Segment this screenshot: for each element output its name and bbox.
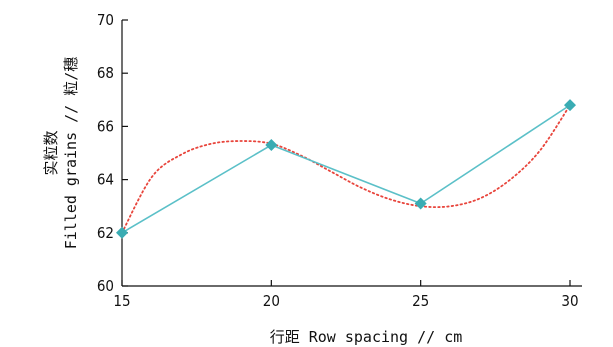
- series-layer: [116, 99, 576, 239]
- y-axis-ticks: 60 62 64 66 68 70: [97, 11, 128, 295]
- y-axis-title-chinese: 实粒数: [42, 130, 60, 175]
- x-tick-label: 30: [561, 292, 578, 310]
- x-tick-label: 20: [263, 292, 280, 310]
- data-point-marker: [265, 139, 278, 152]
- x-tick-label: 15: [113, 292, 130, 310]
- x-axis-title: 行距 Row spacing // cm: [270, 328, 463, 346]
- fit-curve-line: [121, 104, 571, 234]
- x-tick-label: 25: [412, 292, 429, 310]
- y-tick-label: 64: [97, 171, 114, 189]
- y-tick-label: 70: [97, 11, 114, 29]
- y-tick-label: 62: [97, 224, 114, 242]
- data-point-marker: [564, 99, 576, 112]
- x-axis-ticks: 15 20 25 30: [113, 280, 579, 310]
- y-tick-label: 68: [97, 64, 114, 82]
- data-point-marker: [414, 197, 427, 210]
- y-axis-title-english: Filled grains // 粒/穗: [62, 57, 80, 250]
- series-line: [121, 104, 571, 234]
- y-tick-label: 66: [97, 117, 114, 135]
- data-point-marker: [116, 226, 128, 239]
- y-tick-label: 60: [97, 277, 114, 295]
